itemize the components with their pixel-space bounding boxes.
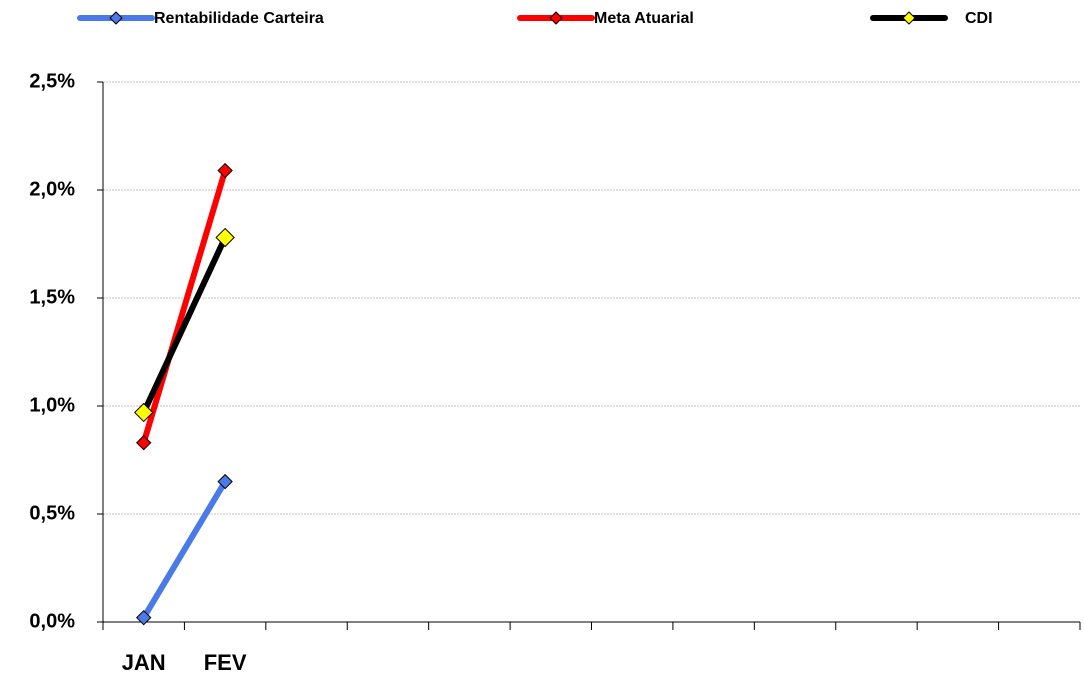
marker xyxy=(217,162,233,179)
x-tick-label: FEV xyxy=(204,650,247,675)
legend-label: Rentabilidade Carteira xyxy=(154,10,324,27)
legend-marker xyxy=(902,11,916,25)
series-line xyxy=(140,167,229,446)
y-tick-label: 0,0% xyxy=(29,610,75,632)
legend-label: Meta Atuarial xyxy=(594,10,694,27)
y-tick-label: 1,5% xyxy=(29,286,75,308)
y-tick-label: 2,0% xyxy=(29,178,75,200)
marker xyxy=(136,435,152,451)
series-line xyxy=(140,478,229,621)
legend-marker xyxy=(549,11,563,25)
x-tick-label: JAN xyxy=(122,650,166,675)
legend-label: CDI xyxy=(965,10,993,27)
marker xyxy=(217,473,233,490)
y-tick-label: 1,0% xyxy=(29,394,75,416)
y-tick-label: 2,5% xyxy=(29,70,75,92)
marker xyxy=(134,402,154,423)
series-line xyxy=(140,234,229,416)
marker xyxy=(215,227,235,248)
marker xyxy=(136,609,152,626)
y-tick-label: 0,5% xyxy=(29,502,75,524)
legend-marker xyxy=(109,11,123,25)
